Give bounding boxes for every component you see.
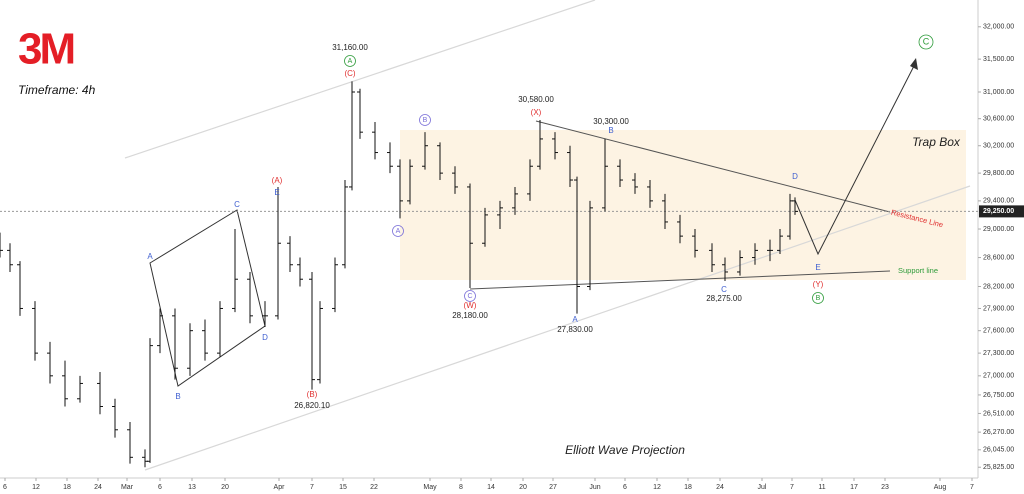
last-price-label: 29,250.00 — [983, 208, 1014, 215]
x-tick-label: 22 — [370, 484, 378, 491]
y-tick-label: 27,300.00 — [983, 350, 1014, 357]
y-tick-label: 29,000.00 — [983, 226, 1014, 233]
y-tick-label: 31,000.00 — [983, 89, 1014, 96]
annotation: E — [815, 263, 820, 272]
channel-lower — [144, 185, 971, 471]
annotation: (C) — [344, 69, 355, 78]
annotation: C — [234, 200, 240, 209]
y-tick-label: 27,600.00 — [983, 328, 1014, 335]
annotation: 28,275.00 — [706, 294, 742, 303]
annotation: A — [572, 315, 578, 324]
x-tick-label: Mar — [121, 484, 134, 491]
trap-box — [400, 130, 966, 280]
diamond-pattern — [149, 209, 266, 387]
x-tick-label: May — [423, 484, 437, 491]
wave-circle — [392, 225, 404, 237]
y-tick-label: 30,600.00 — [983, 116, 1014, 123]
support-line — [469, 270, 891, 290]
y-tick-label: 28,200.00 — [983, 283, 1014, 290]
wave-circle — [344, 55, 356, 67]
annotation: (W) — [464, 301, 477, 310]
x-tick-label: 17 — [850, 484, 858, 491]
annotation: (X) — [531, 108, 542, 117]
y-tick-label: 31,500.00 — [983, 56, 1014, 63]
x-tick-label: 6 — [158, 484, 162, 491]
annotation: A — [348, 58, 353, 65]
annotation: Trap Box — [912, 135, 961, 149]
x-tick-label: 18 — [684, 484, 692, 491]
annotation: 30,580.00 — [518, 95, 554, 104]
x-tick-label: 15 — [339, 484, 347, 491]
x-tick-label: 20 — [221, 484, 229, 491]
annotation: (Y) — [813, 280, 824, 289]
x-tick-label: 6 — [3, 484, 7, 491]
x-tick-label: 7 — [790, 484, 794, 491]
annotation: C — [721, 285, 727, 294]
annotation: 28,180.00 — [452, 311, 488, 320]
annotation: 31,160.00 — [332, 43, 368, 52]
wave-circle — [812, 292, 824, 304]
x-tick-label: 7 — [970, 484, 974, 491]
x-tick-label: 12 — [32, 484, 40, 491]
annotation: Support line — [898, 266, 938, 275]
x-tick-label: Apr — [274, 484, 286, 491]
y-tick-label: 32,000.00 — [983, 24, 1014, 31]
annotation: B — [816, 295, 821, 302]
annotation: A — [396, 228, 401, 235]
annotation: A — [147, 252, 153, 261]
x-tick-label: 13 — [188, 484, 196, 491]
y-tick-label: 27,900.00 — [983, 305, 1014, 312]
x-tick-label: 14 — [487, 484, 495, 491]
x-tick-label: 24 — [716, 484, 724, 491]
x-tick-label: 24 — [94, 484, 102, 491]
y-tick-label: 25,825.00 — [983, 464, 1014, 471]
annotation: (B) — [307, 390, 318, 399]
x-tick-label: 23 — [881, 484, 889, 491]
y-tick-label: 30,200.00 — [983, 143, 1014, 150]
annotation: 30,300.00 — [593, 117, 629, 126]
subtitle: Timeframe: 4h — [18, 83, 96, 97]
logo: 3M — [18, 25, 73, 74]
y-tick-label: 29,400.00 — [983, 198, 1014, 205]
x-tick-label: 18 — [63, 484, 71, 491]
annotation: B — [175, 392, 180, 401]
wave-circle — [464, 290, 476, 302]
last-price-box — [979, 205, 1024, 218]
resistance-line — [535, 120, 891, 213]
x-tick-label: 11 — [818, 484, 825, 491]
x-tick-label: Jun — [589, 484, 600, 491]
x-tick-label: 27 — [549, 484, 557, 491]
y-tick-label: 26,750.00 — [983, 392, 1014, 399]
y-tick-label: 28,600.00 — [983, 254, 1014, 261]
annotation: 26,820.10 — [294, 401, 330, 410]
x-tick-label: 8 — [459, 484, 463, 491]
annotation: C — [923, 36, 930, 46]
arrow-head — [910, 58, 918, 70]
annotation: D — [262, 333, 268, 342]
x-tick-label: 7 — [310, 484, 314, 491]
y-tick-label: 26,270.00 — [983, 429, 1014, 436]
wave-circle — [918, 34, 934, 50]
x-tick-label: 20 — [519, 484, 527, 491]
y-tick-label: 26,045.00 — [983, 447, 1014, 454]
annotation: B — [608, 126, 613, 135]
x-tick-label: 6 — [623, 484, 627, 491]
annotation: D — [792, 172, 798, 181]
channel-upper — [124, 0, 596, 159]
y-tick-label: 29,800.00 — [983, 170, 1014, 177]
x-tick-label: 12 — [653, 484, 661, 491]
x-tick-label: Aug — [934, 484, 947, 491]
annotation: Elliott Wave Projection — [565, 443, 685, 457]
annotation: (A) — [272, 176, 283, 185]
annotation: E — [274, 188, 279, 197]
y-tick-label: 26,510.00 — [983, 410, 1014, 417]
annotation: 27,830.00 — [557, 325, 593, 334]
projection-path — [794, 61, 917, 256]
annotation: C — [467, 293, 472, 300]
y-tick-label: 27,000.00 — [983, 373, 1014, 380]
wave-circle — [419, 114, 431, 126]
annotation: B — [423, 117, 428, 124]
x-tick-label: Jul — [758, 484, 767, 491]
